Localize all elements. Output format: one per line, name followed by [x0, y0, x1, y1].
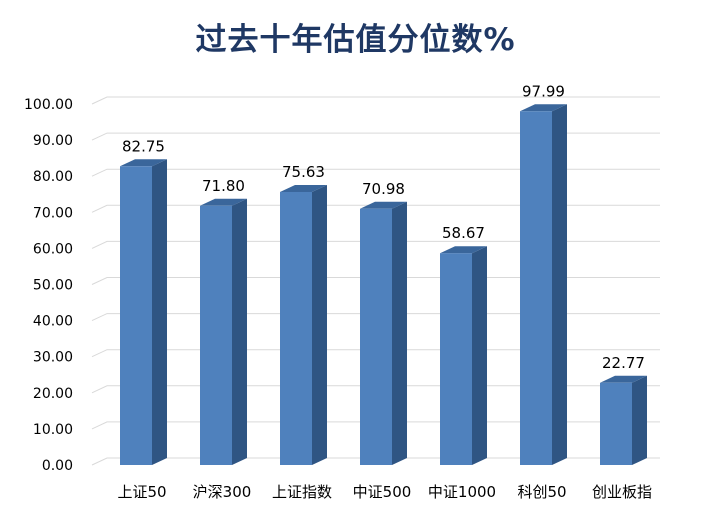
gridline — [91, 168, 660, 177]
bar-side — [552, 104, 567, 465]
bar-top — [440, 246, 487, 254]
x-tick-label: 科创50 — [517, 483, 566, 501]
x-tick-label: 上证指数 — [272, 483, 332, 501]
data-label: 75.63 — [282, 163, 325, 181]
y-tick-label: 30.00 — [33, 350, 73, 366]
bar-side — [632, 375, 647, 465]
y-tick-label: 50.00 — [33, 278, 73, 294]
y-axis: 0.00 10.00 20.00 30.00 40.00 50.00 60.00 70.00 8… — [24, 97, 73, 474]
bar-side — [312, 184, 327, 465]
bar-front — [600, 382, 632, 465]
x-tick-label: 中证500 — [353, 483, 412, 501]
bar-front — [200, 205, 232, 465]
bar-front — [520, 111, 552, 465]
bar-top — [200, 198, 247, 206]
data-label: 70.98 — [362, 180, 405, 198]
y-tick-label: 70.00 — [33, 205, 73, 221]
bar — [120, 159, 167, 465]
x-axis: 上证50 沪深300 上证指数 中证500 中证1000 科创50 创业板指 — [117, 483, 652, 501]
data-label: 82.75 — [122, 137, 165, 155]
bar-side — [152, 159, 167, 465]
bar — [600, 375, 647, 465]
chart-title: 过去十年估值分位数% — [195, 22, 516, 58]
bar-front — [360, 208, 392, 465]
y-tick-label: 40.00 — [33, 314, 73, 330]
gridline — [91, 240, 660, 249]
gridline — [91, 204, 660, 213]
gridline — [91, 132, 660, 141]
gridline — [91, 96, 660, 105]
data-label: 22.77 — [602, 354, 645, 372]
data-label: 71.80 — [202, 177, 245, 195]
x-tick-label: 沪深300 — [193, 483, 252, 501]
y-tick-label: 0.00 — [42, 458, 73, 474]
grid-layer — [91, 96, 660, 466]
bar-top — [280, 184, 327, 192]
bar-side — [392, 201, 407, 465]
y-tick-label: 60.00 — [33, 241, 73, 257]
bar — [200, 198, 247, 465]
bar-layer: 82.75 71.80 75.63 70.98 58.67 97.99 22.77 — [120, 82, 647, 465]
data-label: 58.67 — [442, 224, 485, 242]
bar-front — [440, 253, 472, 465]
y-tick-label: 20.00 — [33, 386, 73, 402]
bar — [360, 201, 407, 465]
bar-side — [472, 246, 487, 465]
bar-top — [600, 375, 647, 383]
x-tick-label: 上证50 — [117, 483, 166, 501]
x-tick-label: 创业板指 — [592, 483, 652, 501]
y-tick-label: 80.00 — [33, 169, 73, 185]
x-tick-label: 中证1000 — [428, 483, 496, 501]
bar-top — [360, 201, 407, 209]
bar — [280, 184, 327, 465]
bar — [440, 246, 487, 465]
y-tick-label: 10.00 — [33, 422, 73, 438]
bar-front — [120, 166, 152, 465]
bar — [520, 104, 567, 465]
y-tick-label: 100.00 — [24, 97, 73, 113]
bar-top — [120, 159, 167, 167]
y-tick-label: 90.00 — [33, 133, 73, 149]
data-label: 97.99 — [522, 82, 565, 100]
bar-front — [280, 191, 312, 465]
bar-top — [520, 104, 567, 112]
bar-side — [232, 198, 247, 465]
